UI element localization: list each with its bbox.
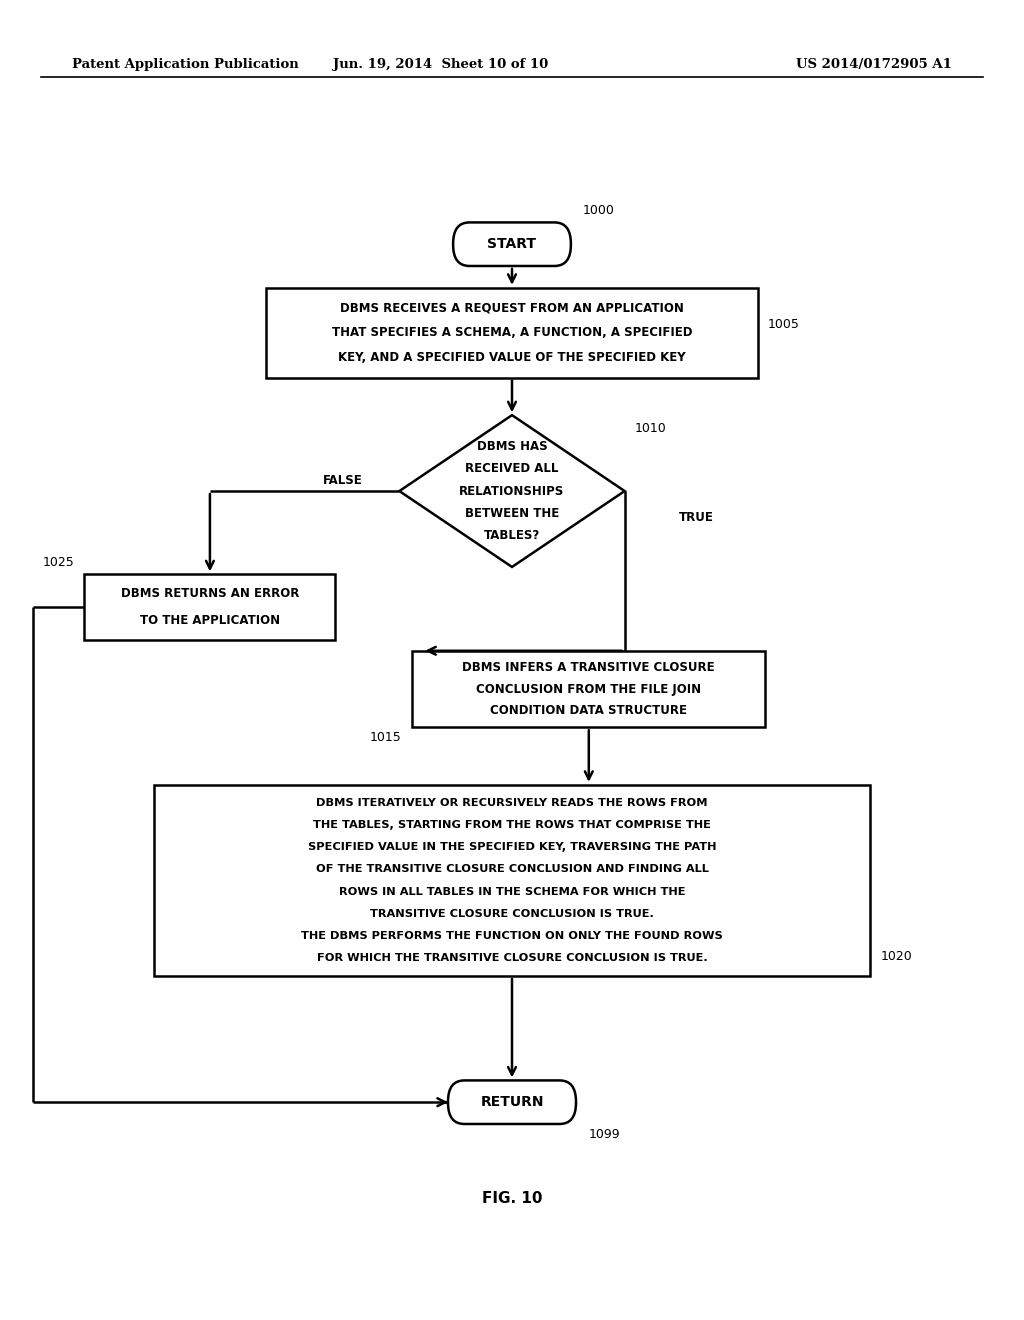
Bar bbox=[412, 651, 765, 727]
Text: FOR WHICH THE TRANSITIVE CLOSURE CONCLUSION IS TRUE.: FOR WHICH THE TRANSITIVE CLOSURE CONCLUS… bbox=[316, 953, 708, 964]
Text: ROWS IN ALL TABLES IN THE SCHEMA FOR WHICH THE: ROWS IN ALL TABLES IN THE SCHEMA FOR WHI… bbox=[339, 887, 685, 896]
Text: CONDITION DATA STRUCTURE: CONDITION DATA STRUCTURE bbox=[490, 704, 687, 717]
Text: DBMS ITERATIVELY OR RECURSIVELY READS THE ROWS FROM: DBMS ITERATIVELY OR RECURSIVELY READS TH… bbox=[316, 797, 708, 808]
Text: Patent Application Publication: Patent Application Publication bbox=[72, 58, 298, 71]
Text: FALSE: FALSE bbox=[324, 474, 362, 487]
FancyBboxPatch shape bbox=[453, 223, 571, 267]
Text: DBMS INFERS A TRANSITIVE CLOSURE: DBMS INFERS A TRANSITIVE CLOSURE bbox=[463, 661, 715, 675]
Text: DBMS RETURNS AN ERROR: DBMS RETURNS AN ERROR bbox=[121, 587, 299, 601]
Text: THE DBMS PERFORMS THE FUNCTION ON ONLY THE FOUND ROWS: THE DBMS PERFORMS THE FUNCTION ON ONLY T… bbox=[301, 931, 723, 941]
Text: TO THE APPLICATION: TO THE APPLICATION bbox=[140, 614, 280, 627]
FancyBboxPatch shape bbox=[449, 1080, 575, 1123]
Text: 1000: 1000 bbox=[584, 205, 615, 218]
Text: 1015: 1015 bbox=[370, 731, 401, 744]
Text: RETURN: RETURN bbox=[480, 1096, 544, 1109]
Text: 1099: 1099 bbox=[588, 1127, 620, 1140]
Text: Jun. 19, 2014  Sheet 10 of 10: Jun. 19, 2014 Sheet 10 of 10 bbox=[333, 58, 548, 71]
Text: RELATIONSHIPS: RELATIONSHIPS bbox=[460, 484, 564, 498]
Text: THE TABLES, STARTING FROM THE ROWS THAT COMPRISE THE: THE TABLES, STARTING FROM THE ROWS THAT … bbox=[313, 820, 711, 830]
Text: THAT SPECIFIES A SCHEMA, A FUNCTION, A SPECIFIED: THAT SPECIFIES A SCHEMA, A FUNCTION, A S… bbox=[332, 326, 692, 339]
Bar bbox=[266, 288, 758, 378]
Bar bbox=[84, 574, 336, 640]
Text: DBMS RECEIVES A REQUEST FROM AN APPLICATION: DBMS RECEIVES A REQUEST FROM AN APPLICAT… bbox=[340, 301, 684, 314]
Text: TABLES?: TABLES? bbox=[484, 529, 540, 543]
Polygon shape bbox=[399, 414, 625, 568]
Text: START: START bbox=[487, 238, 537, 251]
Text: SPECIFIED VALUE IN THE SPECIFIED KEY, TRAVERSING THE PATH: SPECIFIED VALUE IN THE SPECIFIED KEY, TR… bbox=[308, 842, 716, 853]
Text: TRANSITIVE CLOSURE CONCLUSION IS TRUE.: TRANSITIVE CLOSURE CONCLUSION IS TRUE. bbox=[370, 908, 654, 919]
Text: US 2014/0172905 A1: US 2014/0172905 A1 bbox=[797, 58, 952, 71]
Text: 1010: 1010 bbox=[635, 422, 667, 434]
Text: RECEIVED ALL: RECEIVED ALL bbox=[465, 462, 559, 475]
Text: TRUE: TRUE bbox=[679, 511, 714, 524]
Text: DBMS HAS: DBMS HAS bbox=[477, 440, 547, 453]
Text: 1005: 1005 bbox=[768, 318, 800, 331]
Text: CONCLUSION FROM THE FILE JOIN: CONCLUSION FROM THE FILE JOIN bbox=[476, 682, 701, 696]
Text: KEY, AND A SPECIFIED VALUE OF THE SPECIFIED KEY: KEY, AND A SPECIFIED VALUE OF THE SPECIF… bbox=[338, 351, 686, 364]
Bar bbox=[154, 784, 870, 977]
Text: 1025: 1025 bbox=[42, 556, 74, 569]
Text: 1020: 1020 bbox=[881, 950, 912, 964]
Text: BETWEEN THE: BETWEEN THE bbox=[465, 507, 559, 520]
Text: OF THE TRANSITIVE CLOSURE CONCLUSION AND FINDING ALL: OF THE TRANSITIVE CLOSURE CONCLUSION AND… bbox=[315, 865, 709, 874]
Text: FIG. 10: FIG. 10 bbox=[481, 1191, 543, 1206]
